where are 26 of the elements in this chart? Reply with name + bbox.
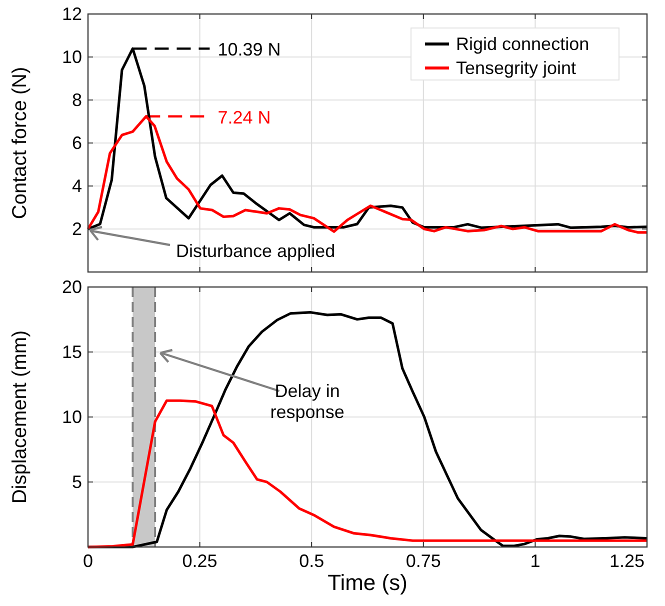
y-tick-label: 6 xyxy=(72,133,82,153)
x-tick-label: 1.25 xyxy=(609,551,645,571)
y-tick-label: 8 xyxy=(72,90,82,110)
legend-label: Tensegrity joint xyxy=(456,58,576,78)
annotation: Delay in response xyxy=(270,381,344,422)
x-tick-label: 0.5 xyxy=(299,551,324,571)
legend-label: Rigid connection xyxy=(456,34,590,54)
y-tick-label: 10 xyxy=(62,407,82,427)
y-tick-label: 2 xyxy=(72,219,82,239)
ref-line-label: 10.39 N xyxy=(218,40,281,60)
y-tick-label: 15 xyxy=(62,342,82,362)
x-tick-label: 0 xyxy=(82,551,94,571)
x-tick-label: 0.75 xyxy=(406,551,441,571)
x-axis-title: Time (s) xyxy=(328,570,408,595)
y-tick-label: 5 xyxy=(72,472,82,492)
y-axis-title: Contact force (N) xyxy=(9,66,31,220)
line-series xyxy=(86,399,648,548)
annotation: Disturbance applied xyxy=(176,241,336,261)
x-tick-label: 1 xyxy=(530,551,540,571)
y-tick-label: 4 xyxy=(72,176,82,196)
y-tick-label: 12 xyxy=(62,4,82,24)
y-tick-label: 10 xyxy=(62,47,82,67)
y-axis-title: Displacement (mm) xyxy=(9,330,31,504)
ref-line-label: 7.24 N xyxy=(218,107,271,128)
y-tick-label: 20 xyxy=(62,277,82,297)
x-tick-label: 0.25 xyxy=(182,551,218,571)
